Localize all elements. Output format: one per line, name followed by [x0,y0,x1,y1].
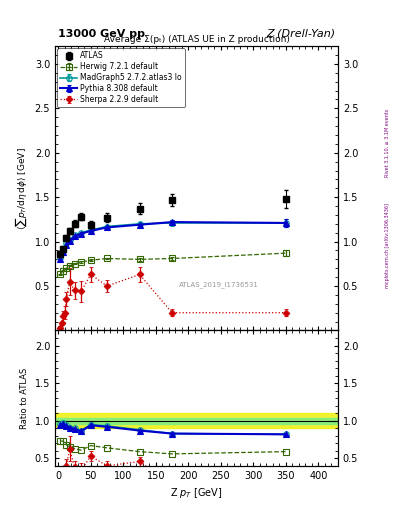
X-axis label: Z $p_T$ [GeV]: Z $p_T$ [GeV] [170,486,223,500]
Text: Rivet 3.1.10, ≥ 3.1M events: Rivet 3.1.10, ≥ 3.1M events [385,109,390,178]
Text: mcplots.cern.ch [arXiv:1306.3436]: mcplots.cern.ch [arXiv:1306.3436] [385,203,390,288]
Text: ATLAS_2019_I1736531: ATLAS_2019_I1736531 [179,282,259,288]
Legend: ATLAS, Herwig 7.2.1 default, MadGraph5 2.7.2.atlas3 lo, Pythia 8.308 default, Sh: ATLAS, Herwig 7.2.1 default, MadGraph5 2… [57,48,185,107]
Text: Z (Drell-Yan): Z (Drell-Yan) [266,29,335,39]
Text: 13000 GeV pp: 13000 GeV pp [58,29,145,39]
Y-axis label: $\langle\sum p_T/{\rm d}\eta\,{\rm d}\phi\rangle$ [GeV]: $\langle\sum p_T/{\rm d}\eta\,{\rm d}\ph… [14,147,29,230]
Y-axis label: Ratio to ATLAS: Ratio to ATLAS [20,368,29,429]
Bar [55,413,338,429]
Bar [55,418,338,424]
Title: Average Σ(pₜ) (ATLAS UE in Z production): Average Σ(pₜ) (ATLAS UE in Z production) [104,35,289,44]
